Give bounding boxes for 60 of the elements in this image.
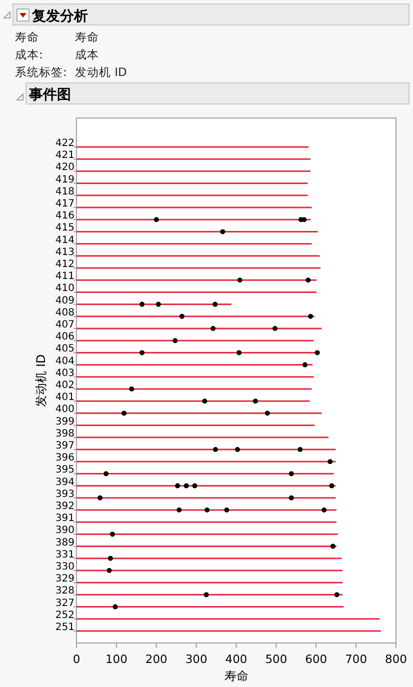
y-tick-label: 393 [55,488,74,500]
y-tick-label: 402 [55,380,74,391]
x-tick-label: 700 [345,652,368,666]
text: 寿命 [15,30,39,44]
chart-title: 复发分析 [31,8,88,24]
y-tick-label: 404 [55,356,74,367]
y-tick-label: 390 [55,525,74,536]
y-tick-label: 416 [55,210,74,222]
y-tick-label: 414 [55,234,74,246]
x-tick-label: 200 [145,652,168,666]
y-tick-label: 419 [55,174,74,186]
y-tick-label: 391 [55,513,74,524]
x-tick-label: 400 [225,652,248,666]
y-tick-label: 400 [55,404,74,416]
y-tick-label: 411 [55,271,74,282]
y-tick-label: 410 [55,283,74,294]
x-tick-label: 0 [72,652,80,666]
y-tick-label: 412 [55,259,74,270]
y-tick-label: 396 [55,452,74,464]
y-tick-label: 394 [55,476,74,488]
y-tick-label: 327 [55,598,74,609]
chart-subtitle: 事件图 [28,87,71,103]
y-tick-label: 398 [55,428,74,440]
x-tick-label: 800 [385,652,407,666]
y-tick-label: 252 [55,610,74,621]
y-tick-label: 421 [55,150,74,162]
y-tick-label: 418 [55,186,74,198]
y-tick-label: 420 [55,162,74,174]
y-tick-label: 395 [55,464,74,476]
text: 成本: [15,48,43,62]
y-tick-label: 401 [55,392,74,404]
x-tick-label: 600 [305,652,328,666]
y-tick-label: 397 [55,440,74,452]
x-tick-label: 300 [185,652,208,666]
y-tick-label: 329 [55,574,74,585]
text: 寿命 [75,30,99,44]
y-tick-label: 407 [55,320,74,330]
y-tick-label: 403 [55,368,74,379]
y-tick-label: 422 [55,138,74,149]
x-tick-label: 100 [105,652,128,666]
y-tick-label: 328 [55,586,74,597]
y-tick-label: 406 [55,332,74,343]
y-axis-title: 发动机 ID [34,354,48,407]
y-tick-label: 330 [55,562,74,572]
y-tick-label: 392 [55,501,74,512]
text: 系统标签: [15,65,67,79]
y-tick-label: 331 [55,549,74,560]
y-tick-label: 405 [55,344,74,355]
y-tick-label: 415 [55,222,74,234]
x-tick-label: 500 [265,652,288,666]
x-axis-title: 寿命 [224,669,248,683]
y-tick-label: 408 [55,307,74,318]
y-tick-label: 399 [55,416,74,428]
y-tick-label: 251 [55,622,74,633]
y-tick-label: 409 [55,295,74,306]
y-tick-label: 417 [55,198,74,210]
y-tick-label: 413 [55,246,74,258]
y-tick-label: 389 [55,537,74,548]
text: 发动机 ID [75,65,128,79]
text: 成本 [75,48,99,62]
